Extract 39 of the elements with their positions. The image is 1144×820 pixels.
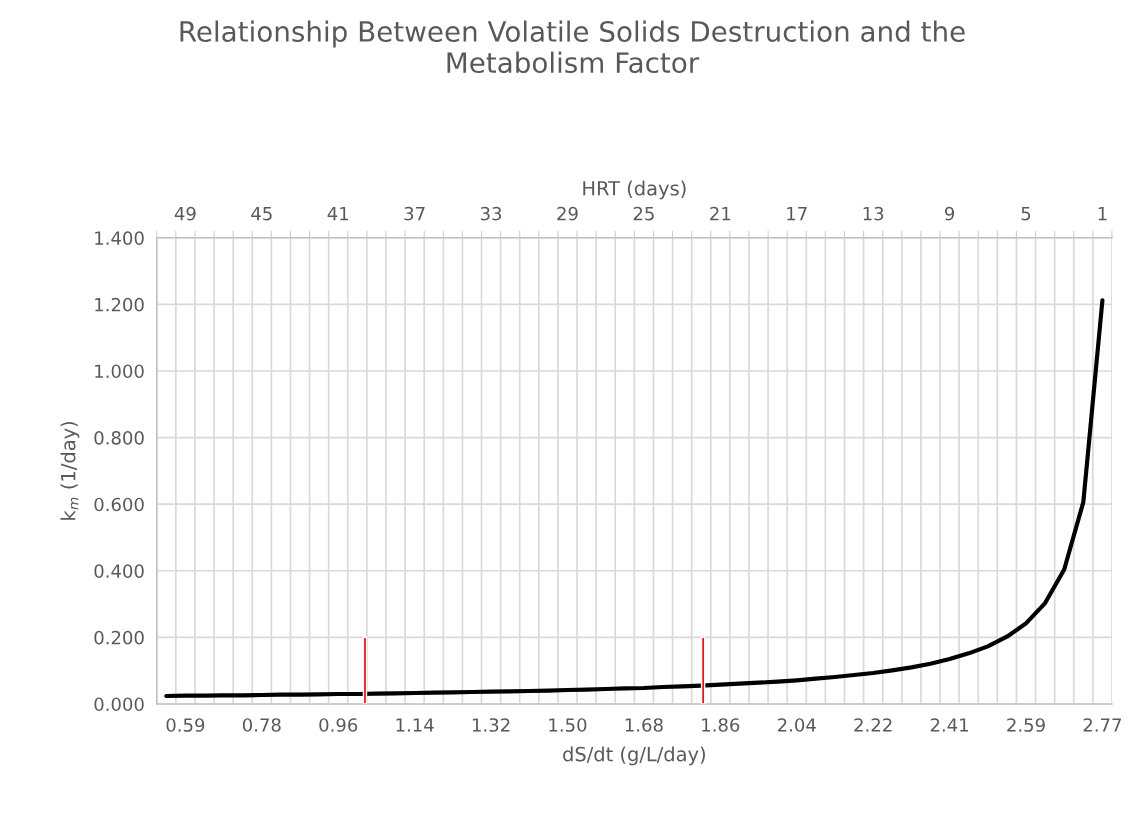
x2-tick-label: 13: [863, 206, 884, 221]
x2-tick-label: 41: [327, 206, 349, 221]
y-axis-title: k$_{m}$ (1/day): [60, 421, 80, 520]
chart-title: Relationship Between Volatile Solids Destruction and the Metabolism Factor: [180, 20, 965, 74]
x2-tick-label: 1: [1098, 206, 1107, 221]
x2-axis-title: HRT (days): [583, 180, 686, 200]
x2-tick-label: 21: [710, 206, 731, 221]
y-tick-label: 1.000: [95, 364, 144, 379]
x2-tick-label: 9: [944, 206, 955, 221]
line-series: [164, 298, 1105, 699]
x-tick-label: 0.96: [319, 718, 358, 732]
y-tick-label: 1.400: [95, 231, 144, 245]
x2-tick-label: 5: [1021, 206, 1031, 221]
x-tick-label: 2.22: [854, 718, 892, 732]
x-tick-label: 0.59: [166, 718, 205, 732]
x2-tick-label: 33: [480, 206, 502, 221]
x-tick-label: 1.68: [625, 718, 663, 732]
y-tick-label: 0.800: [94, 431, 144, 445]
x-tick-label: 2.77: [1083, 718, 1121, 732]
y-tick-label: 1.200: [95, 297, 144, 312]
y-tick-label: 0.000: [94, 697, 144, 712]
x2-tick-label: 49: [174, 206, 196, 221]
x2-tick-label: 37: [404, 206, 425, 221]
x2-tick-label: 29: [557, 206, 578, 221]
x-tick-label: 1.14: [396, 718, 434, 732]
y-tick-label: 0.200: [94, 630, 144, 645]
y-tick-label: 0.600: [94, 497, 144, 512]
x-tick-label: 1.32: [472, 718, 510, 732]
x2-tick-label: 17: [787, 206, 807, 221]
x-tick-label: 2.41: [930, 718, 969, 732]
x-tick-label: 2.59: [1007, 718, 1045, 732]
x-tick-label: 1.50: [549, 718, 587, 732]
x2-tick-label: 25: [633, 206, 654, 221]
x2-tick-label: 45: [251, 206, 272, 221]
y-tick-label: 0.400: [94, 564, 144, 578]
x-tick-label: 1.86: [702, 718, 740, 732]
x-tick-label: 0.78: [242, 718, 281, 732]
x-tick-label: 2.04: [777, 718, 816, 732]
x-axis-title: dS/dt (g/L/day): [563, 746, 705, 766]
